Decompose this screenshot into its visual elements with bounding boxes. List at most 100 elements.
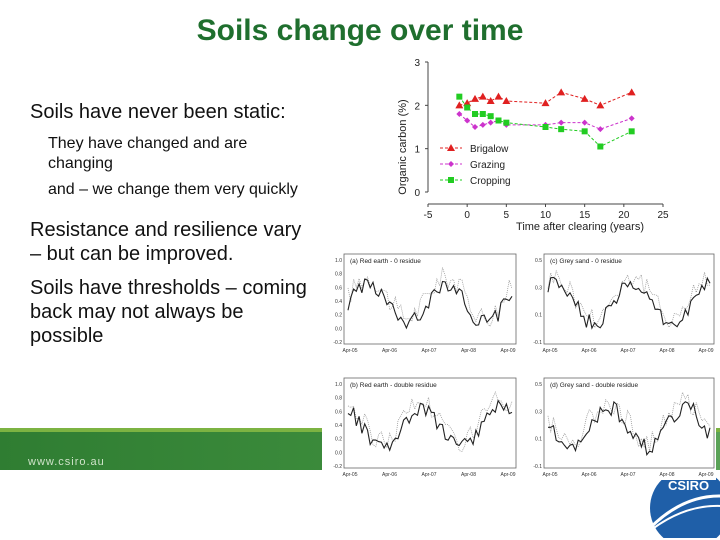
measured-trace [347, 278, 513, 330]
panel-y-tick-label: 0.5 [535, 258, 542, 264]
panel-y-tick-label: -0.2 [333, 464, 342, 470]
data-point-cropping [487, 113, 494, 120]
modelled-trace [347, 390, 513, 452]
panel-x-tick-label: Apr-08 [659, 348, 674, 354]
x-tick-label: 0 [464, 210, 470, 221]
data-point-grazing [472, 124, 478, 130]
panel-y-tick-label: 0.6 [335, 409, 342, 415]
panel-x-tick-label: Apr-08 [461, 348, 476, 354]
panel-x-tick-label: Apr-08 [659, 472, 674, 478]
data-point-brigalow [502, 97, 511, 104]
data-point-grazing [628, 115, 635, 122]
data-point-brigalow [541, 99, 550, 107]
panel-y-tick-label: 0.2 [335, 437, 342, 443]
panel-y-tick-label: 1.0 [335, 258, 342, 264]
residue-panels-figure: (a) Red earth - 0 residue -0.2 0.0 0.2 0.4 0.… [322, 248, 716, 480]
data-point-grazing [597, 126, 604, 133]
panel-3: (b) Red earth - double residue -0.2 0.0 0.2… [333, 377, 517, 478]
panel-frame [543, 253, 715, 345]
panel-y-tick-label: 0.0 [335, 326, 342, 332]
x-axis-label: Time after clearing (years) [516, 221, 644, 233]
panel-x-tick-label: Apr-08 [461, 472, 476, 478]
legend-marker [448, 177, 454, 183]
panel-label: (c) Grey sand - 0 residue [550, 258, 622, 265]
panel-y-tick-label: 0.4 [335, 423, 342, 429]
data-point-cropping [542, 124, 549, 130]
legend-marker [447, 144, 455, 151]
data-point-cropping [558, 126, 565, 133]
y-axis-label: Organic carbon (%) [397, 99, 409, 194]
organic-carbon-chart: 0 1 2 3 -5 0 5 10 15 20 25 Brigalow Grazing Cropping… [397, 58, 669, 233]
data-point-cropping [479, 111, 486, 117]
legend-label: Brigalow [470, 144, 509, 155]
panel-x-tick-label: Apr-05 [342, 472, 357, 478]
panel-frame [343, 253, 517, 345]
x-tick-label: 15 [579, 210, 591, 221]
panel-y-tick-label: 0.3 [535, 285, 542, 291]
data-point-cropping [456, 93, 463, 100]
data-point-brigalow [494, 92, 503, 100]
panel-x-tick-label: Apr-05 [342, 348, 357, 354]
bullet-2: Resistance and resilience vary – but can… [30, 219, 302, 265]
data-point-cropping [472, 111, 478, 117]
panel-y-tick-label: 0.8 [335, 272, 342, 278]
y-tick-label: 2 [414, 101, 420, 112]
x-tick-label: -5 [424, 210, 433, 221]
data-point-grazing [581, 119, 588, 126]
panel-y-tick-label: 0.8 [335, 396, 342, 402]
y-tick-label: 1 [414, 145, 420, 156]
panel-x-tick-label: Apr-09 [698, 472, 713, 478]
panel-y-tick-label: 0.5 [535, 382, 542, 388]
data-point-cropping [495, 117, 502, 124]
panel-y-tick-label: 0.6 [335, 285, 342, 291]
panel-x-tick-label: Apr-09 [500, 472, 515, 478]
panel-x-tick-label: Apr-06 [382, 472, 397, 478]
panel-x-tick-label: Apr-05 [542, 472, 557, 478]
panel-y-tick-label: 0.0 [335, 450, 342, 456]
panel-x-tick-label: Apr-07 [421, 472, 436, 478]
panel-y-tick-label: 0.1 [535, 437, 542, 443]
panel-y-tick-label: 0.4 [335, 299, 342, 305]
data-point-brigalow [557, 88, 566, 96]
panel-label: (d) Grey sand - double residue [550, 382, 639, 389]
series-line-grazing [459, 113, 632, 130]
panel-y-tick-label: 1.0 [335, 382, 342, 388]
data-point-grazing [464, 117, 471, 124]
bullet-list: Soils have never been static: They have … [30, 100, 315, 358]
data-point-brigalow [471, 94, 479, 102]
data-point-cropping [464, 104, 471, 111]
panel-y-tick-label: 0.1 [535, 313, 542, 319]
panel-y-tick-label: 0.2 [335, 313, 342, 319]
panel-x-tick-label: Apr-06 [382, 348, 397, 354]
panel-y-tick-label: -0.2 [333, 340, 342, 346]
panel-x-tick-label: Apr-09 [500, 348, 515, 354]
x-tick-label: 25 [657, 210, 669, 221]
bullet-1: Soils have never been static: [30, 101, 286, 123]
data-point-cropping [628, 128, 635, 135]
panel-x-tick-label: Apr-07 [620, 348, 635, 354]
panel-frame [543, 377, 715, 469]
panel-y-tick-label: -0.1 [533, 464, 542, 470]
modelled-trace [547, 391, 711, 452]
data-point-brigalow [486, 97, 495, 104]
csiro-logo: CSIRO [645, 468, 720, 538]
data-point-grazing [479, 121, 486, 128]
measured-trace [347, 399, 513, 452]
data-point-brigalow [596, 101, 605, 109]
measured-trace [548, 400, 711, 457]
panel-x-tick-label: Apr-09 [698, 348, 713, 354]
y-tick-label: 0 [414, 188, 420, 199]
panel-x-tick-label: Apr-06 [581, 472, 596, 478]
panel-2: (c) Grey sand - 0 residue -0.1 0.1 0.3 0.5 Ap… [533, 253, 715, 354]
panel-4: (d) Grey sand - double residue -0.1 0.1 0.3… [533, 377, 715, 478]
data-point-grazing [487, 119, 494, 126]
panel-x-tick-label: Apr-05 [542, 348, 557, 354]
data-point-brigalow [627, 88, 636, 96]
sub-bullet-2: and – we change them very quickly [48, 181, 298, 198]
bullet-3: Soils have thresholds – coming back may … [30, 277, 307, 347]
data-point-brigalow [580, 94, 589, 102]
modelled-trace [547, 269, 711, 329]
legend-marker [448, 161, 454, 167]
data-point-brigalow [478, 92, 487, 100]
logo-text: CSIRO [668, 478, 709, 493]
